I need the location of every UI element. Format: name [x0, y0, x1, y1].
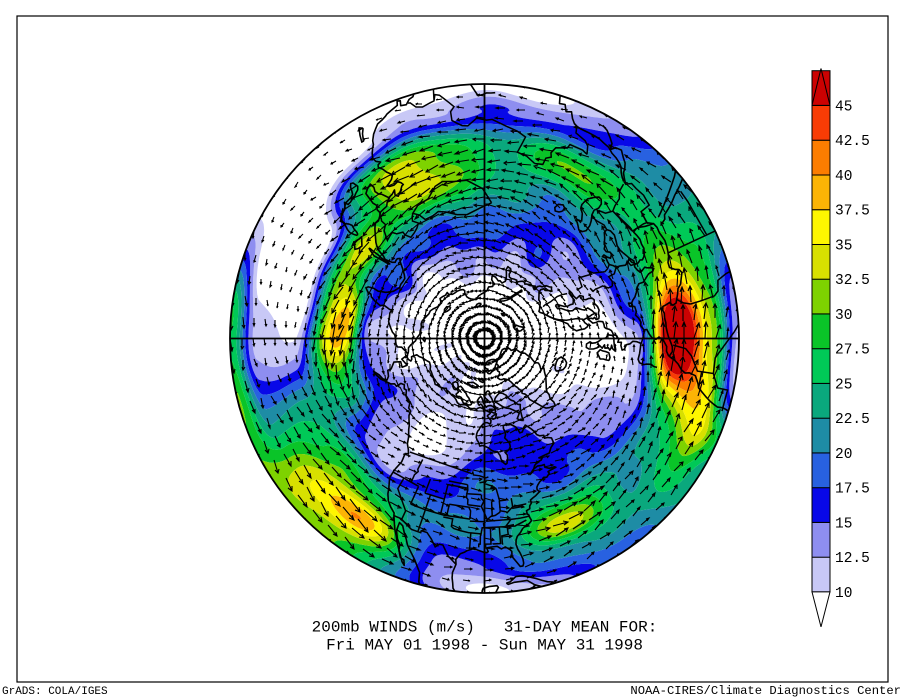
svg-text:12.5: 12.5 [835, 551, 870, 567]
svg-text:GrADS: COLA/IGES: GrADS: COLA/IGES [2, 686, 108, 698]
svg-text:25: 25 [835, 377, 852, 393]
svg-text:42.5: 42.5 [835, 134, 870, 150]
svg-text:27.5: 27.5 [835, 343, 870, 359]
svg-text:20: 20 [835, 447, 852, 463]
svg-text:35: 35 [835, 238, 852, 254]
svg-text:45: 45 [835, 99, 852, 115]
svg-text:37.5: 37.5 [835, 204, 870, 220]
svg-text:30: 30 [835, 308, 852, 324]
svg-text:15: 15 [835, 516, 852, 532]
svg-text:17.5: 17.5 [835, 482, 870, 498]
svg-text:Fri MAY 01 1998 - Sun MAY 31 1: Fri MAY 01 1998 - Sun MAY 31 1998 [326, 637, 643, 655]
svg-text:NOAA-CIRES/Climate Diagnostics: NOAA-CIRES/Climate Diagnostics Center [630, 684, 901, 698]
svg-text:10: 10 [835, 586, 852, 602]
svg-text:32.5: 32.5 [835, 273, 870, 289]
svg-text:22.5: 22.5 [835, 412, 870, 428]
svg-text:200mb WINDS (m/s) 31-DAY MEA: 200mb WINDS (m/s) 31-DAY MEAN FOR: [312, 619, 658, 637]
svg-text:40: 40 [835, 169, 852, 185]
